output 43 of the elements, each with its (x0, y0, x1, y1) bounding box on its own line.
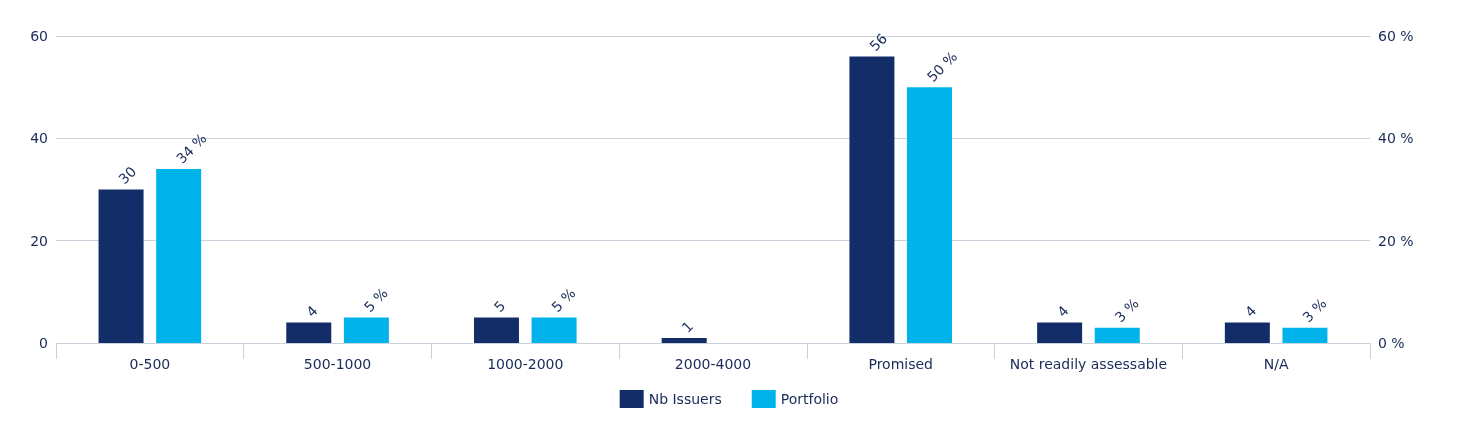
y-tick-label: 40 (30, 130, 48, 147)
y2-tick-label: 60 % (1378, 28, 1414, 44)
legend-label: Nb Issuers (648, 391, 722, 407)
y2-tick-label: 40 % (1378, 130, 1414, 147)
y-tick-label: 20 (30, 232, 48, 249)
x-tick-label: 500-1000 (303, 356, 372, 372)
x-tick-label: N/A (1263, 356, 1289, 372)
data-label: 3 % (1111, 295, 1142, 326)
bar (1037, 322, 1083, 343)
data-label: 5 % (360, 284, 391, 316)
data-label: 34 % (173, 130, 210, 167)
data-label: 1 (678, 317, 697, 336)
legend-label: Portfolio (780, 391, 839, 407)
y2-tick-label: 20 % (1378, 232, 1414, 249)
y2-tick-label: 0 % (1378, 335, 1405, 351)
bar (849, 56, 895, 343)
data-label: 56 (866, 30, 891, 55)
x-tick-label: 0-500 (129, 356, 171, 372)
bar (1282, 327, 1328, 343)
bar (156, 169, 202, 343)
x-tick-label: Not readily assessable (1009, 356, 1168, 372)
data-label: 50 % (923, 48, 961, 85)
data-label: 4 (303, 302, 321, 321)
data-label: 30 (115, 163, 140, 188)
y-tick-label: 60 (30, 28, 48, 44)
data-label: 3 % (1299, 295, 1330, 326)
bar (1224, 322, 1270, 343)
bar (531, 317, 577, 343)
data-label: 5 (490, 297, 509, 316)
data-label: 4 (1241, 302, 1260, 321)
bar (343, 317, 389, 343)
bar (98, 189, 144, 343)
x-tick-label: 2000-4000 (674, 356, 752, 372)
bar (661, 337, 707, 343)
y-tick-label: 0 (39, 335, 48, 351)
bar (1094, 327, 1140, 343)
data-label: 4 (1053, 302, 1072, 321)
data-label: 5 % (548, 284, 579, 316)
bar (286, 322, 332, 343)
x-tick-label: Promised (868, 356, 933, 372)
bar (907, 87, 953, 343)
bar (473, 317, 519, 343)
x-tick-label: 1000-2000 (487, 356, 564, 372)
